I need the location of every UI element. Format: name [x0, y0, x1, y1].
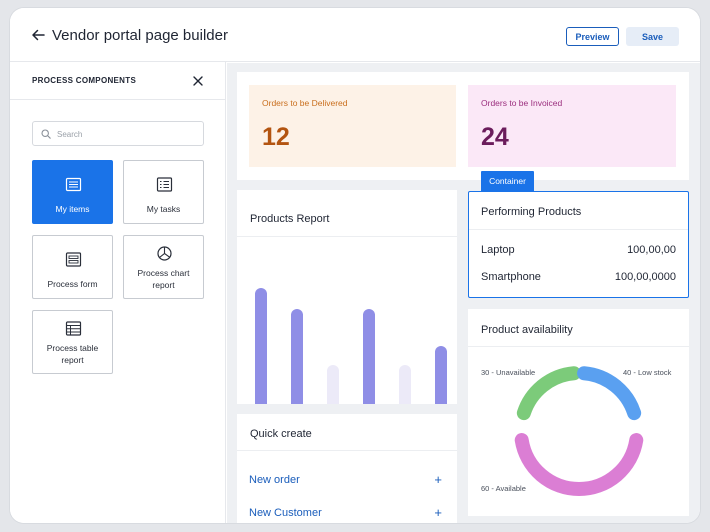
- donut-segment: [516, 366, 581, 421]
- product-name: Smartphone: [481, 271, 541, 283]
- bar-chart: [237, 236, 457, 404]
- kpi-label: Orders to be Delivered: [262, 98, 348, 108]
- components-sidebar: PROCESS COMPONENTS My items: [10, 62, 226, 523]
- legend-available: 60 - Available: [481, 484, 526, 493]
- component-label-line2: report: [61, 355, 84, 365]
- plus-icon[interactable]: +: [434, 472, 442, 487]
- component-my-tasks[interactable]: My tasks: [123, 160, 204, 224]
- chart-bar: [291, 308, 303, 404]
- performing-products-card[interactable]: Performing Products Laptop 100,00,00 Sma…: [468, 191, 689, 298]
- component-process-table-report[interactable]: Process table report: [32, 310, 113, 374]
- chart-bar: [255, 288, 267, 404]
- component-label-line2: report: [152, 280, 175, 290]
- pie-chart-icon: [157, 246, 172, 261]
- donut-segment: [514, 433, 644, 497]
- kpi-container: Orders to be Delivered 12 Orders to be I…: [237, 72, 689, 180]
- component-label: Process chart report: [126, 267, 201, 291]
- new-order-link[interactable]: New order: [249, 474, 300, 486]
- close-icon[interactable]: [192, 75, 204, 87]
- card-title: Performing Products: [481, 206, 582, 218]
- chart-bar: [327, 364, 339, 404]
- component-label: Process table report: [35, 342, 110, 366]
- kpi-value: 24: [481, 123, 509, 151]
- component-process-form[interactable]: Process form: [32, 235, 113, 299]
- container-tag: Container: [481, 171, 534, 191]
- search-icon: [41, 129, 51, 139]
- donut-segment: [577, 366, 642, 421]
- divider: [468, 346, 689, 347]
- preview-button[interactable]: Preview: [566, 27, 619, 46]
- product-availability-card[interactable]: Product availability 30 - Unavailable 40…: [468, 309, 689, 516]
- kpi-value: 12: [262, 123, 290, 151]
- chart-bar: [363, 308, 375, 404]
- list-card-icon: [65, 177, 82, 192]
- divider: [237, 236, 457, 237]
- page-title: Vendor portal page builder: [52, 27, 228, 44]
- legend-unavailable: 30 - Unavailable: [481, 368, 536, 377]
- component-label-line1: Process chart: [137, 268, 190, 278]
- form-icon: [65, 252, 82, 267]
- component-label: Process form: [47, 279, 98, 289]
- chart-bar: [435, 346, 447, 404]
- builder-canvas: Orders to be Delivered 12 Orders to be I…: [227, 63, 700, 523]
- new-customer-link[interactable]: New Customer: [249, 507, 322, 519]
- plus-icon[interactable]: +: [434, 505, 442, 520]
- product-value: 100,00,0000: [614, 271, 676, 283]
- card-title: Quick create: [250, 428, 312, 440]
- component-label: My items: [55, 204, 90, 214]
- sidebar-title: PROCESS COMPONENTS: [32, 76, 137, 85]
- divider: [237, 450, 457, 451]
- product-name: Laptop: [481, 244, 515, 256]
- save-button[interactable]: Save: [626, 27, 679, 46]
- card-title: Products Report: [250, 213, 330, 225]
- product-value: 100,00,00: [627, 244, 676, 256]
- divider: [469, 229, 688, 230]
- component-label: My tasks: [146, 204, 181, 214]
- legend-low-stock: 40 - Low stock: [623, 368, 672, 377]
- donut-chart: [514, 366, 644, 497]
- card-title: Product availability: [481, 324, 573, 336]
- top-bar: Vendor portal page builder Preview Save: [10, 8, 700, 62]
- kpi-label: Orders to be Invoiced: [481, 98, 563, 108]
- products-report-card[interactable]: Products Report: [237, 190, 457, 404]
- search-input[interactable]: [57, 126, 197, 142]
- quick-create-card[interactable]: Quick create New order + New Customer +: [237, 414, 457, 523]
- kpi-orders-invoiced[interactable]: Orders to be Invoiced 24: [468, 85, 676, 167]
- search-field[interactable]: [32, 121, 204, 146]
- table-icon: [65, 321, 82, 336]
- arrow-left-icon[interactable]: [30, 27, 46, 43]
- kpi-orders-delivered[interactable]: Orders to be Delivered 12: [249, 85, 456, 167]
- sidebar-header: PROCESS COMPONENTS: [10, 62, 225, 100]
- component-label-line1: Process table: [46, 343, 99, 353]
- component-my-items[interactable]: My items: [32, 160, 113, 224]
- component-process-chart-report[interactable]: Process chart report: [123, 235, 204, 299]
- app-window: Vendor portal page builder Preview Save …: [10, 8, 700, 523]
- chart-bar: [399, 364, 411, 404]
- task-list-icon: [156, 177, 173, 192]
